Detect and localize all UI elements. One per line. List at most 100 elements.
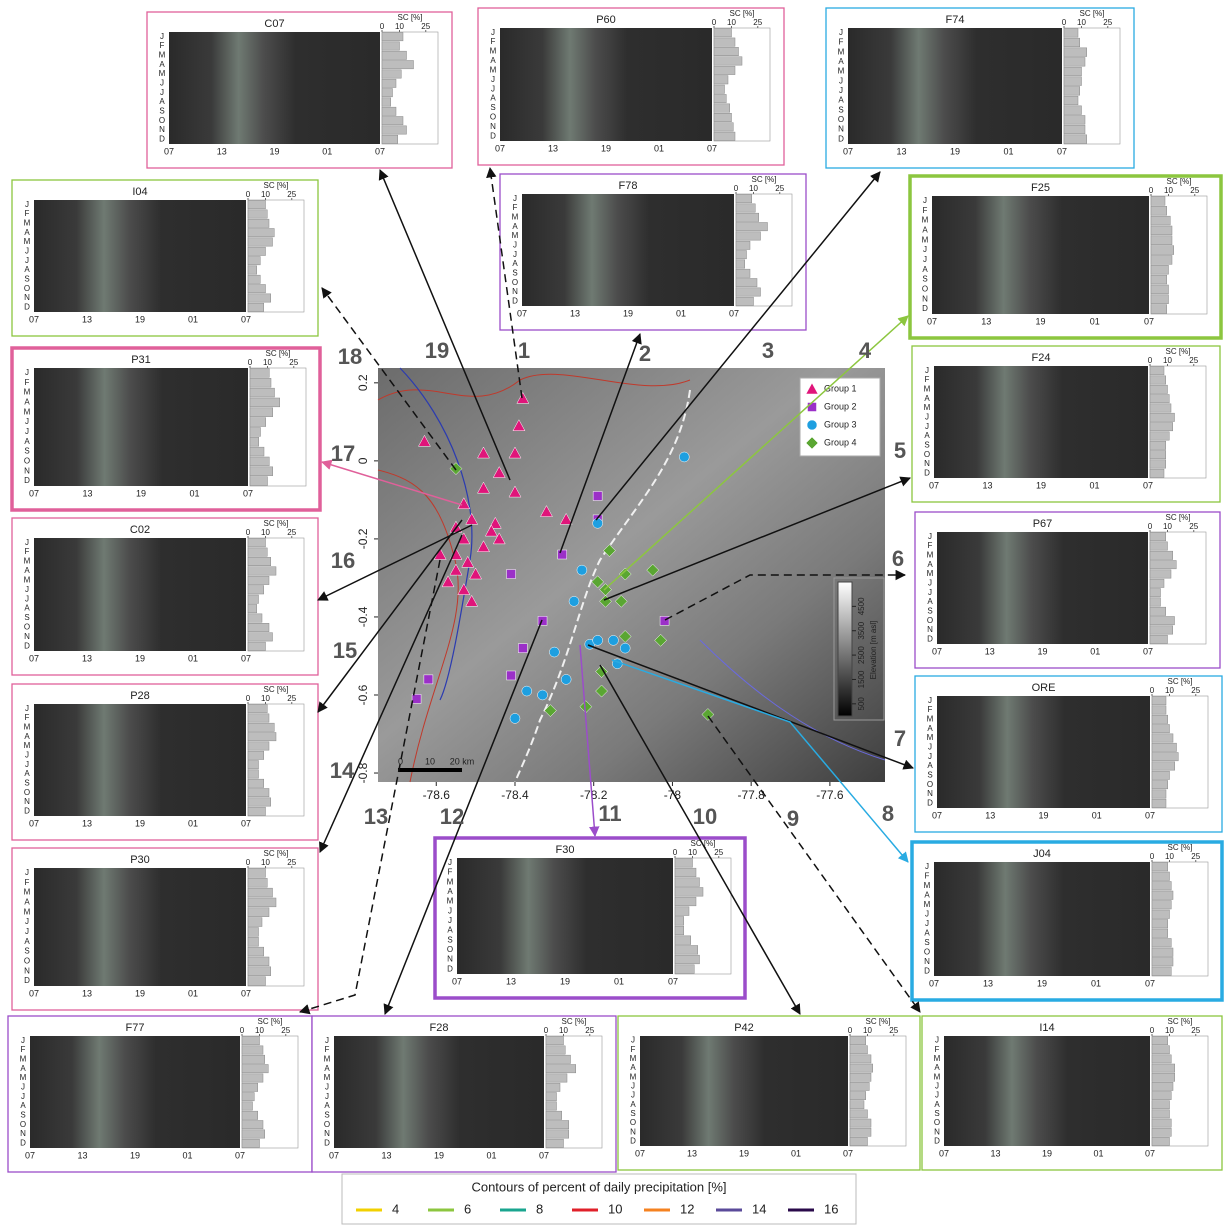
month-label: J (491, 84, 495, 93)
sc-bar (545, 1073, 568, 1083)
sc-bar (849, 1109, 868, 1119)
sc-plot (241, 1035, 299, 1149)
sc-bar (1150, 284, 1169, 295)
legend-frame (341, 1173, 857, 1225)
sc-tick-label: 25 (421, 22, 430, 31)
month-label: O (927, 616, 933, 625)
sc-axis-label: SC [%] (1166, 347, 1191, 356)
month-label: A (490, 56, 496, 65)
month-label: O (24, 457, 30, 466)
road (514, 389, 691, 783)
hour-tick-label: 19 (1037, 978, 1047, 988)
month-label: M (924, 900, 931, 909)
contour-plot (937, 532, 1148, 644)
station-marker (592, 518, 603, 529)
sc-bar (1063, 66, 1082, 77)
month-label: M (24, 575, 31, 584)
hour-tick-label: 01 (676, 308, 686, 318)
panel-title: P30 (130, 854, 150, 866)
sc-bar (713, 94, 727, 104)
contour-plot (937, 696, 1150, 808)
hour-tick-label: 07 (243, 488, 253, 498)
sc-axis-label: SC [%] (258, 1017, 283, 1026)
sc-bar (1151, 1109, 1170, 1119)
sc-bar (247, 966, 271, 976)
sc-bar (247, 778, 264, 788)
month-label: D (24, 476, 30, 485)
sc-bar (1151, 957, 1174, 967)
contour-plot (500, 28, 712, 141)
sc-bar (1150, 274, 1167, 285)
sc-plot (381, 31, 439, 145)
sc-bar (1149, 422, 1173, 432)
month-label: J (21, 1036, 25, 1045)
sc-plot (1149, 531, 1207, 645)
month-label: A (20, 1101, 26, 1110)
arrow-number: 4 (859, 338, 872, 363)
sc-bar (849, 1045, 868, 1055)
sc-tick-label: 10 (1165, 852, 1174, 861)
month-label: A (490, 94, 496, 103)
month-label: M (20, 1073, 27, 1082)
month-label: N (24, 632, 30, 641)
month-label: O (159, 116, 165, 125)
sc-bar (849, 1082, 870, 1091)
sc-bar (247, 741, 270, 751)
arrow-number: 1 (518, 338, 530, 363)
sc-tick-label: 25 (1191, 852, 1200, 861)
month-label: J (925, 909, 929, 918)
sc-tick-label: 10 (263, 358, 272, 367)
arrow-number: 18 (338, 344, 362, 369)
month-label: J (25, 246, 29, 255)
arrow (321, 287, 457, 471)
month-label: N (924, 459, 930, 468)
sc-tick-label: 25 (714, 848, 723, 857)
hour-tick-label: 13 (82, 988, 92, 998)
sc-tick-label: 0 (544, 1026, 549, 1035)
hour-tick-label: 13 (990, 1148, 1000, 1158)
month-label: M (924, 384, 931, 393)
station-marker (418, 434, 431, 447)
sc-bar (1149, 450, 1166, 460)
sc-bar (247, 566, 277, 576)
sc-bar (381, 78, 397, 88)
sc-axis-label: SC [%] (1166, 513, 1191, 522)
station-marker (488, 516, 502, 529)
hour-tick-label: 13 (82, 314, 92, 324)
sc-bar (247, 760, 259, 770)
panel-title: F30 (556, 844, 575, 856)
sc-plot (545, 1035, 603, 1149)
sc-bar (1151, 871, 1170, 881)
month-label: J (491, 75, 495, 84)
sc-bar (247, 806, 266, 816)
sc-bar (1151, 1137, 1170, 1146)
sc-bar (241, 1092, 255, 1102)
arrow (319, 534, 463, 853)
month-label: M (927, 550, 934, 559)
sc-bar (545, 1138, 564, 1148)
arrow (611, 659, 909, 863)
station-marker (465, 594, 479, 607)
sc-bar (1150, 215, 1171, 226)
station-marker (423, 674, 434, 685)
hour-tick-label: 13 (982, 480, 992, 490)
panel-title: P42 (734, 1022, 754, 1034)
hour-tick-label: 19 (1036, 480, 1046, 490)
sc-tick-label: 0 (1149, 186, 1154, 195)
sc-bar (1063, 95, 1079, 106)
sc-bar (1151, 1072, 1175, 1082)
station-marker (701, 708, 715, 721)
sc-bar (381, 32, 404, 42)
sc-bar (545, 1129, 569, 1139)
sc-bar (247, 878, 268, 888)
month-label: J (923, 196, 927, 205)
sc-bar (1150, 265, 1169, 275)
month-label: S (512, 268, 517, 277)
station-marker (678, 451, 690, 463)
month-label: N (24, 466, 30, 475)
sc-tick-label: 0 (248, 358, 253, 367)
sc-plot (1151, 1035, 1209, 1147)
month-label: A (24, 604, 30, 613)
